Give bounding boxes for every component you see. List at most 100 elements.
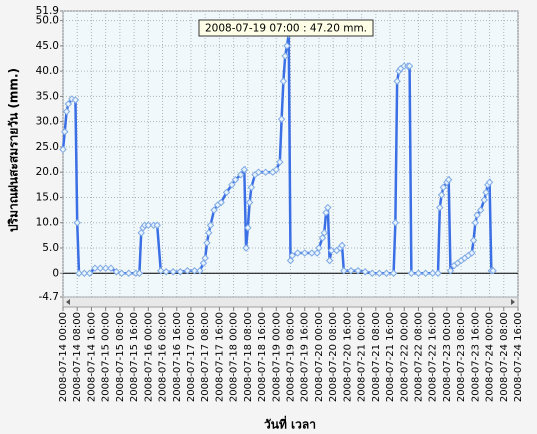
x-tick-label: 2008-07-18 08:00 [243, 312, 254, 402]
marker [135, 269, 144, 277]
x-tick-label: 2008-07-24 00:00 [485, 312, 496, 402]
marker [407, 269, 416, 277]
marker [421, 269, 430, 277]
x-tick-label: 2008-07-24 08:00 [499, 312, 510, 402]
y-tick-label: 10.0 [36, 217, 59, 229]
marker [482, 188, 490, 197]
marker [436, 203, 444, 212]
marker [391, 219, 400, 227]
marker [228, 181, 236, 189]
marker [471, 219, 480, 227]
x-tick-label: 2008-07-22 08:00 [413, 312, 424, 402]
marker [162, 268, 170, 276]
marker [62, 107, 71, 116]
x-tick-label: 2008-07-16 08:00 [158, 312, 169, 402]
marker [485, 178, 494, 187]
marker [489, 267, 497, 275]
marker [199, 259, 208, 267]
marker [301, 249, 309, 257]
x-tick-label: 2008-07-22 16:00 [428, 312, 439, 402]
marker [272, 165, 280, 174]
marker [242, 244, 250, 252]
x-tick-label: 2008-07-17 00:00 [186, 312, 197, 402]
marker [231, 176, 240, 184]
y-tick-label: 51.9 [36, 5, 59, 17]
x-tick-label: 2008-07-24 16:00 [513, 312, 524, 402]
marker [446, 267, 455, 275]
x-tick-label: 2008-07-20 08:00 [328, 312, 339, 402]
marker [237, 171, 245, 179]
marker [444, 176, 453, 184]
marker [157, 267, 165, 275]
marker [245, 198, 254, 207]
marker [153, 221, 161, 229]
marker [324, 203, 332, 212]
marker [439, 183, 448, 192]
y-tick-label: 25.0 [36, 141, 59, 153]
x-tick-label: 2008-07-21 16:00 [385, 312, 396, 402]
marker [254, 168, 263, 176]
marker [80, 269, 89, 277]
marker [313, 249, 321, 257]
y-tick-label: 15.0 [36, 191, 59, 203]
y-tick-label: -4.7 [39, 291, 60, 303]
marker [354, 267, 362, 275]
marker [315, 244, 323, 252]
marker [64, 100, 73, 108]
x-tick-label: 2008-07-19 16:00 [300, 312, 311, 402]
marker [277, 115, 286, 123]
marker [393, 77, 401, 85]
marker [137, 229, 145, 237]
x-tick-label: 2008-07-20 00:00 [314, 312, 325, 402]
x-tick-label: 2008-07-14 08:00 [72, 312, 83, 402]
marker [190, 267, 199, 275]
x-tick-label: 2008-07-23 08:00 [456, 312, 467, 402]
marker [169, 268, 177, 276]
marker [85, 269, 94, 277]
x-tick-label: 2008-07-22 00:00 [399, 312, 410, 402]
tooltip-box [198, 19, 374, 37]
marker [368, 269, 376, 277]
marker [222, 188, 231, 197]
x-tick-label: 2008-07-16 16:00 [172, 312, 183, 402]
marker [293, 249, 302, 257]
marker [405, 62, 414, 70]
marker [283, 42, 291, 50]
marker [107, 264, 115, 272]
marker [61, 128, 69, 136]
x-tick-label: 2008-07-14 00:00 [58, 312, 69, 402]
marker [206, 221, 215, 229]
scrollbar[interactable] [62, 296, 519, 308]
y-tick-label: 40.0 [36, 65, 59, 77]
x-tick-label: 2008-07-15 08:00 [115, 312, 126, 402]
x-tick-label: 2008-07-21 00:00 [357, 312, 368, 402]
marker [210, 206, 218, 214]
marker [288, 251, 296, 260]
marker [125, 269, 133, 277]
marker [117, 269, 126, 277]
marker [144, 221, 153, 229]
x-tick-label: 2008-07-18 16:00 [257, 312, 268, 402]
marker [469, 236, 478, 245]
marker [217, 198, 225, 207]
marker [325, 256, 334, 265]
marker [71, 96, 80, 104]
x-tick-label: 2008-07-19 00:00 [271, 312, 282, 402]
y-tick-label: 0 [52, 267, 59, 279]
y-tick-label: 35.0 [36, 90, 59, 102]
x-tick-label: 2008-07-18 00:00 [229, 312, 240, 402]
marker [361, 268, 369, 276]
marker [75, 269, 83, 277]
marker [240, 165, 248, 174]
x-tick-label: 2008-07-20 16:00 [342, 312, 353, 402]
y-tick-label: 50.0 [36, 15, 59, 27]
marker [183, 267, 192, 275]
x-tick-label: 2008-07-15 16:00 [129, 312, 140, 402]
marker [389, 269, 398, 277]
marker [205, 229, 213, 237]
x-tick-label: 2008-07-15 00:00 [101, 312, 112, 402]
marker [112, 268, 121, 276]
marker [261, 168, 270, 176]
marker [476, 206, 485, 214]
